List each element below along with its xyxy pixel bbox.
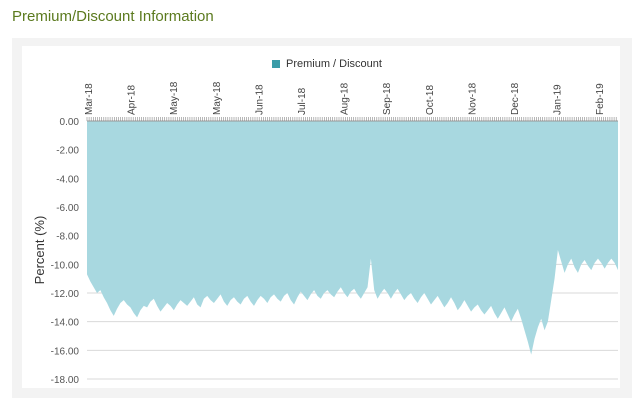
y-tick-label: -14.00 bbox=[51, 318, 80, 329]
x-tick-label: Mar-18 bbox=[84, 83, 95, 115]
y-tick-label: -16.00 bbox=[51, 346, 80, 357]
y-tick-label: -18.00 bbox=[51, 375, 80, 386]
y-tick-label: -10.00 bbox=[51, 260, 80, 271]
legend-label: Premium / Discount bbox=[286, 58, 382, 70]
chart-legend[interactable]: Premium / Discount bbox=[272, 58, 382, 70]
y-tick-label: -4.00 bbox=[56, 174, 79, 185]
x-tick-label: Oct-18 bbox=[425, 85, 436, 115]
x-tick-label: Jan-19 bbox=[553, 84, 564, 115]
y-tick-label: 0.00 bbox=[60, 117, 80, 128]
y-tick-label: -12.00 bbox=[51, 289, 80, 300]
x-tick-label: May-18 bbox=[169, 81, 180, 115]
y-tick-label: -8.00 bbox=[56, 232, 79, 243]
area-series-premium-discount bbox=[87, 121, 618, 355]
y-tick-label: -2.00 bbox=[56, 146, 79, 157]
premium-discount-chart: 0.00 -2.00 -4.00 -6.00 -8.00 -10.00 -12.00 -14.… bbox=[32, 81, 618, 386]
y-axis-label: Percent (%) bbox=[32, 216, 47, 285]
y-tick-label: -6.00 bbox=[56, 203, 79, 214]
x-tick-label: Apr-18 bbox=[127, 85, 138, 115]
x-tick-label: Feb-19 bbox=[595, 83, 606, 115]
x-tick-label: Dec-18 bbox=[510, 82, 521, 115]
x-tick-label: Nov-18 bbox=[467, 82, 478, 115]
x-tick-label: May-18 bbox=[212, 81, 223, 115]
x-tick-label: Jun-18 bbox=[254, 84, 265, 115]
x-tick-label: Sep-18 bbox=[382, 82, 393, 115]
x-tick-label: Jul-18 bbox=[297, 87, 308, 115]
x-tick-label: Aug-18 bbox=[340, 82, 351, 115]
chart-card: 0.00 -2.00 -4.00 -6.00 -8.00 -10.00 -12.00 -14.… bbox=[22, 46, 620, 388]
legend-swatch bbox=[272, 60, 280, 68]
page-title: Premium/Discount Information bbox=[12, 8, 214, 25]
